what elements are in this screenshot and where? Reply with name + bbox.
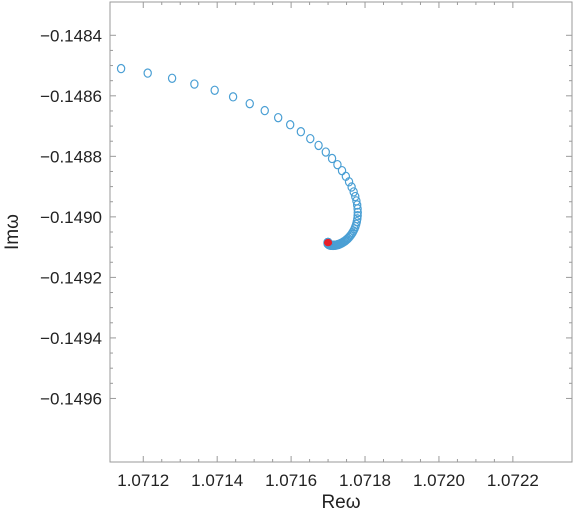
y-tick-label: −0.1494 — [40, 329, 102, 348]
data-point — [116, 63, 126, 74]
x-tick-label: 1.0716 — [265, 471, 317, 490]
data-point — [314, 140, 323, 151]
y-tick-label: −0.1496 — [40, 389, 102, 408]
data-point — [285, 120, 295, 130]
data-point — [344, 177, 354, 187]
data-point — [260, 105, 269, 116]
y-tick-label: −0.1484 — [40, 26, 102, 45]
center-point — [323, 238, 333, 247]
data-point — [333, 159, 342, 170]
x-tick-label: 1.0722 — [487, 471, 539, 490]
y-tick-label: −0.1488 — [40, 147, 102, 166]
data-point — [351, 191, 360, 202]
y-tick-label: −0.1492 — [40, 268, 102, 287]
data-point — [353, 211, 362, 221]
data-point — [337, 165, 347, 176]
data-point — [228, 92, 238, 102]
data-point — [245, 98, 254, 109]
data-point — [353, 207, 362, 218]
x-tick-label: 1.0712 — [117, 471, 169, 490]
data-point — [347, 182, 356, 192]
data-point — [353, 204, 362, 214]
data-point — [167, 73, 177, 83]
y-axis-label: Imω — [2, 214, 23, 250]
data-point — [306, 133, 315, 144]
data-point — [321, 147, 330, 157]
data-point — [296, 127, 306, 137]
x-tick-label: 1.0714 — [191, 471, 243, 490]
data-point — [273, 112, 283, 123]
data-point — [143, 68, 152, 78]
data-point — [352, 200, 362, 210]
x-tick-label: 1.0718 — [339, 471, 391, 490]
data-point — [190, 79, 199, 89]
data-point — [327, 153, 337, 164]
data-point — [349, 187, 358, 197]
y-tick-label: −0.1490 — [40, 208, 102, 227]
plot-frame — [109, 1, 573, 463]
x-tick-label: 1.0720 — [413, 471, 465, 490]
y-tick-label: −0.1486 — [40, 87, 102, 106]
x-axis-label: Reω — [321, 492, 360, 513]
data-point — [210, 85, 219, 95]
